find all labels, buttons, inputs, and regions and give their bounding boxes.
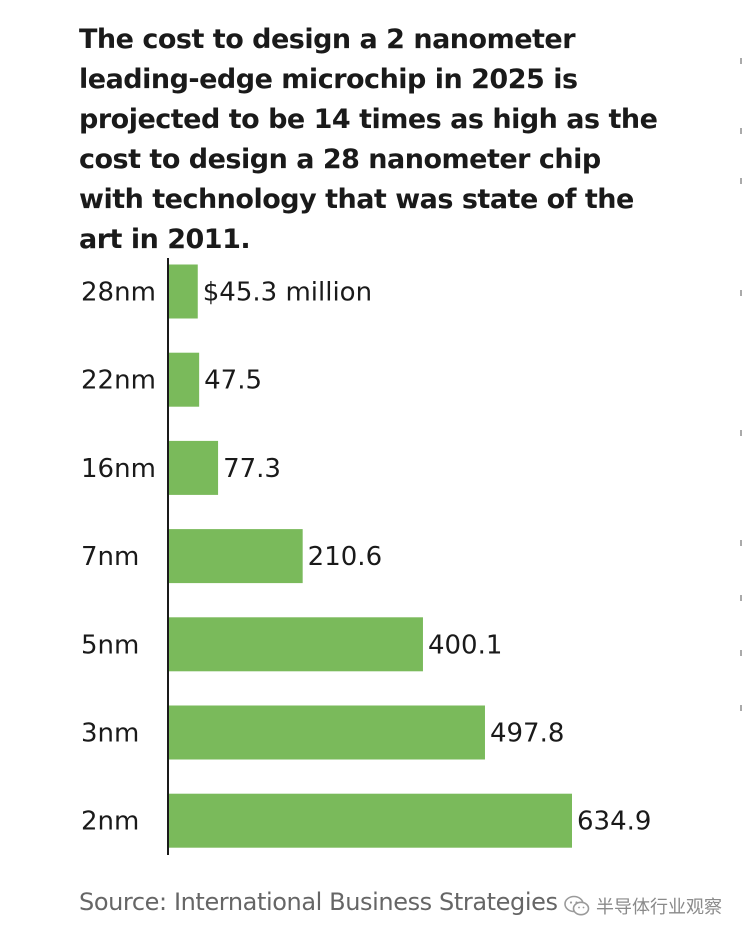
category-label: 3nm [81, 719, 139, 749]
watermark: 半导体行业观察 [564, 893, 722, 919]
bar-16nm [169, 440, 219, 495]
source-note: Source: International Business Strategie… [79, 888, 558, 916]
bar-5nm [169, 617, 423, 672]
labels-layer: 28nm $45.3 million 22nm 47.5 16nm 77.3 7nm 210.… [81, 278, 651, 837]
category-label: 7nm [81, 542, 139, 572]
bar-3nm [169, 705, 485, 760]
category-label: 2nm [81, 807, 139, 837]
value-label: 634.9 [577, 807, 651, 837]
category-label: 5nm [81, 630, 139, 660]
category-label: 28nm [81, 278, 156, 308]
watermark-text: 半导体行业观察 [596, 897, 722, 918]
chart-title: The cost to design a 2 nanometer leading… [79, 24, 658, 255]
value-label: $45.3 million [203, 278, 372, 308]
value-label: 497.8 [490, 719, 564, 749]
wechat-icon [564, 895, 590, 916]
bar-2nm [169, 793, 572, 848]
value-label: 400.1 [428, 630, 502, 660]
category-label: 22nm [81, 366, 156, 396]
value-label: 210.6 [308, 542, 382, 572]
cropped-edge-marks [740, 58, 742, 711]
bar-7nm [169, 529, 303, 584]
value-label: 47.5 [204, 366, 262, 396]
value-label: 77.3 [223, 454, 281, 484]
bars-layer [169, 264, 572, 848]
bar-28nm [169, 264, 198, 319]
bar-22nm [169, 352, 200, 407]
category-label: 16nm [81, 454, 156, 484]
